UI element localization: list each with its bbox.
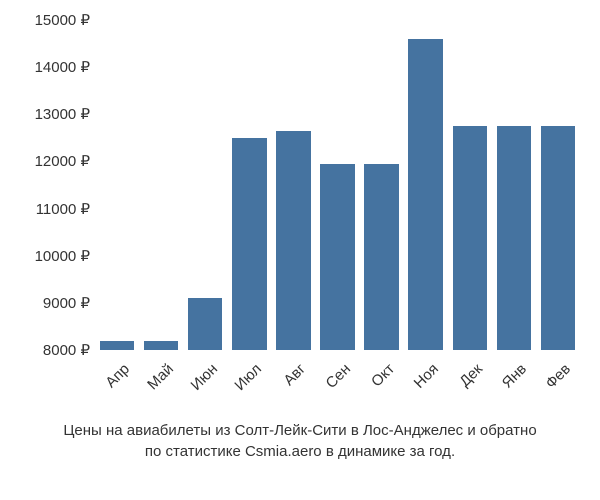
x-tick-label: Дек (445, 360, 485, 400)
x-tick-label: Сен (313, 360, 353, 400)
bar (276, 131, 310, 350)
y-tick-label: 8000 ₽ (43, 341, 90, 359)
x-tick-label: Июл (225, 360, 265, 400)
bar (144, 341, 178, 350)
bar (364, 164, 398, 350)
y-tick-label: 10000 ₽ (35, 247, 90, 265)
x-tick-label: Фев (534, 360, 574, 400)
bar (541, 126, 575, 350)
x-tick-label: Авг (269, 360, 309, 400)
x-tick-label: Апр (93, 360, 133, 400)
chart-caption: Цены на авиабилеты из Солт-Лейк-Сити в Л… (0, 420, 600, 462)
bar (188, 298, 222, 350)
y-tick-label: 12000 ₽ (35, 152, 90, 170)
y-tick-label: 13000 ₽ (35, 105, 90, 123)
bar (320, 164, 354, 350)
y-tick-label: 9000 ₽ (43, 294, 90, 312)
price-chart: 8000 ₽ 9000 ₽ 10000 ₽ 11000 ₽ 12000 ₽ 13000 ₽… (0, 0, 600, 500)
bar (453, 126, 487, 350)
y-tick-label: 14000 ₽ (35, 58, 90, 76)
x-tick-label: Июн (181, 360, 221, 400)
caption-line-1: Цены на авиабилеты из Солт-Лейк-Сити в Л… (63, 422, 536, 439)
bar (408, 39, 442, 350)
x-tick-label: Окт (357, 360, 397, 400)
bar (497, 126, 531, 350)
bar (100, 341, 134, 350)
x-tick-label: Май (137, 360, 177, 400)
bar (232, 138, 266, 350)
caption-line-2: по статистике Csmia.aero в динамике за г… (145, 443, 455, 460)
x-tick-label: Ноя (401, 360, 441, 400)
y-tick-label: 15000 ₽ (35, 11, 90, 29)
x-tick-label: Янв (490, 360, 530, 400)
y-tick-label: 11000 ₽ (36, 200, 90, 218)
